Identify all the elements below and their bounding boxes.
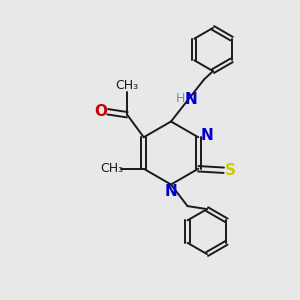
Text: H: H	[176, 92, 186, 106]
Text: O: O	[94, 104, 108, 119]
Text: S: S	[225, 163, 236, 178]
Text: CH₃: CH₃	[116, 79, 139, 92]
Text: N: N	[165, 184, 177, 199]
Text: N: N	[200, 128, 213, 143]
Text: N: N	[185, 92, 197, 106]
Text: CH₃: CH₃	[101, 162, 124, 175]
